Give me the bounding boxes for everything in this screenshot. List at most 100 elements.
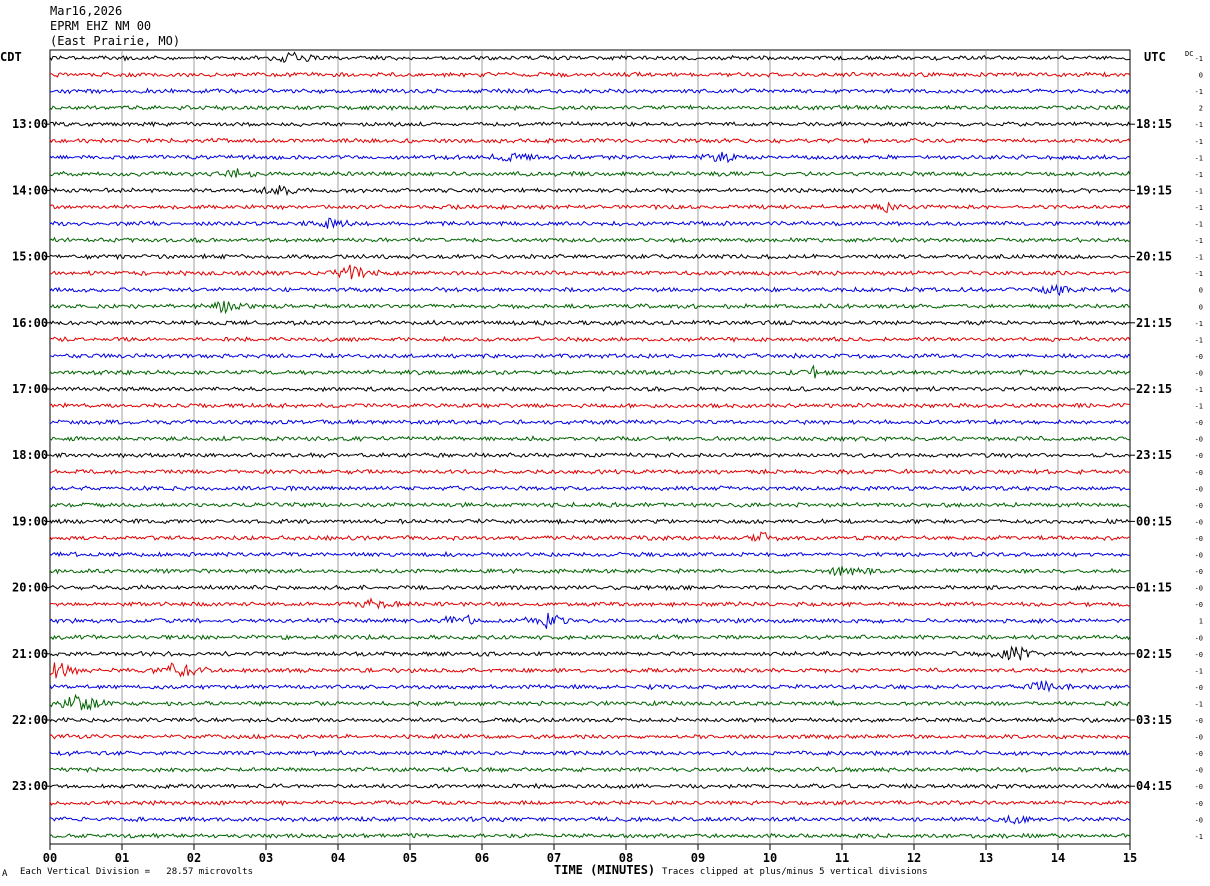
trace-line <box>49 716 1131 724</box>
right-hour-label: 00:15 <box>1136 514 1172 528</box>
dc-offset-label: -1 <box>1195 221 1203 229</box>
right-hour-label: 04:15 <box>1136 779 1172 793</box>
dc-offset-label: -1 <box>1195 403 1203 411</box>
trace-line <box>49 434 1131 442</box>
trace-line <box>49 300 1131 315</box>
trace-line <box>49 597 1131 610</box>
x-tick-label: 13 <box>979 851 993 865</box>
dc-offset-label: -1 <box>1195 320 1203 328</box>
right-hour-label: 22:15 <box>1136 382 1172 396</box>
left-hour-label: 20:00 <box>12 581 48 595</box>
trace-line <box>49 104 1131 112</box>
dc-offset-label: -1 <box>1195 154 1203 162</box>
trace-line <box>49 364 1131 379</box>
trace-line <box>49 319 1131 327</box>
dc-offset-label: -0 <box>1195 353 1203 361</box>
left-hour-label: 22:00 <box>12 713 48 727</box>
dc-offset-label: -1 <box>1195 237 1203 245</box>
trace-line <box>49 201 1131 214</box>
location-label: (East Prairie, MO) <box>50 34 181 48</box>
trace-line <box>49 584 1131 591</box>
right-axis-title: UTC <box>1144 50 1166 64</box>
dc-offset-label: -0 <box>1195 552 1203 560</box>
trace-line <box>49 51 1131 64</box>
trace-line <box>49 151 1131 164</box>
trace-line <box>49 550 1131 558</box>
dc-offset-label: -0 <box>1195 452 1203 460</box>
left-hour-label: 23:00 <box>12 779 48 793</box>
left-hour-label: 16:00 <box>12 316 48 330</box>
left-hour-label: 17:00 <box>12 382 48 396</box>
right-hour-label: 20:15 <box>1136 250 1172 264</box>
trace-line <box>49 693 1131 712</box>
dc-offset-label: -1 <box>1195 187 1203 195</box>
dc-offset-label: -0 <box>1195 568 1203 576</box>
trace-line <box>49 87 1131 95</box>
dc-offset-label: -0 <box>1195 651 1203 659</box>
dc-offset-label: -0 <box>1195 634 1203 642</box>
trace-line <box>49 679 1131 693</box>
trace-line <box>49 501 1131 509</box>
trace-line <box>49 468 1131 476</box>
dc-offset-label: -1 <box>1195 336 1203 344</box>
right-hour-label: 21:15 <box>1136 316 1172 330</box>
trace-line <box>49 71 1131 78</box>
left-hour-label: 18:00 <box>12 448 48 462</box>
dc-offset-label: -0 <box>1195 436 1203 444</box>
dc-offset-label: -0 <box>1195 518 1203 526</box>
trace-line <box>49 283 1131 297</box>
trace-line <box>49 253 1130 261</box>
x-tick-label: 02 <box>187 851 201 865</box>
dc-offset-label: -0 <box>1195 485 1203 493</box>
trace-line <box>49 566 1131 577</box>
dc-offset-label: -1 <box>1195 270 1203 278</box>
right-hour-label: 19:15 <box>1136 183 1172 197</box>
trace-line <box>49 782 1131 790</box>
dc-offset-label: 0 <box>1199 303 1203 311</box>
dc-offset-label: -0 <box>1195 816 1203 824</box>
trace-line <box>49 832 1131 840</box>
trace-line <box>49 518 1131 525</box>
dc-offset-label: -0 <box>1195 750 1203 758</box>
trace-line <box>49 185 1130 197</box>
date-label: Mar16,2026 <box>50 4 123 18</box>
trace-line <box>49 168 1131 178</box>
dc-offset-label: -1 <box>1195 88 1203 96</box>
dc-offset-label: -0 <box>1195 535 1203 543</box>
trace-line <box>49 452 1131 459</box>
dc-offset-label: -1 <box>1195 700 1203 708</box>
left-hour-label: 15:00 <box>12 250 48 264</box>
trace-line <box>49 531 1131 542</box>
clip-note: Traces clipped at plus/minus 5 vertical … <box>662 867 928 877</box>
dc-offset-label: -1 <box>1195 138 1203 146</box>
left-hour-label: 19:00 <box>12 514 48 528</box>
dc-offset-label: -1 <box>1195 55 1203 63</box>
x-tick-label: 11 <box>835 851 849 865</box>
x-tick-label: 08 <box>619 851 633 865</box>
trace-line <box>49 645 1131 661</box>
dc-offset-label: -1 <box>1195 833 1203 841</box>
station-label: EPRM EHZ NM 00 <box>50 19 152 33</box>
trace-line <box>49 402 1131 409</box>
right-hour-label: 18:15 <box>1136 117 1172 131</box>
dc-offset-label: -0 <box>1195 734 1203 742</box>
dc-title: DC <box>1185 50 1193 58</box>
trace-line <box>49 418 1131 426</box>
trace-line <box>49 137 1131 145</box>
x-tick-label: 01 <box>115 851 129 865</box>
x-axis-title: TIME (MINUTES) <box>554 863 656 877</box>
x-tick-label: 05 <box>403 851 417 865</box>
dc-offset-label: -0 <box>1195 684 1203 692</box>
x-tick-label: 06 <box>475 851 489 865</box>
dc-offset-label: 0 <box>1199 72 1203 80</box>
x-tick-label: 07 <box>547 851 561 865</box>
trace-line <box>49 335 1131 343</box>
dc-offset-label: -0 <box>1195 717 1203 725</box>
x-tick-label: 00 <box>43 851 57 865</box>
trace-line <box>49 733 1131 740</box>
x-tick-label: 03 <box>259 851 273 865</box>
trace-line <box>49 120 1131 128</box>
dc-offset-label: -0 <box>1195 585 1203 593</box>
dc-offset-label: -0 <box>1195 502 1203 510</box>
